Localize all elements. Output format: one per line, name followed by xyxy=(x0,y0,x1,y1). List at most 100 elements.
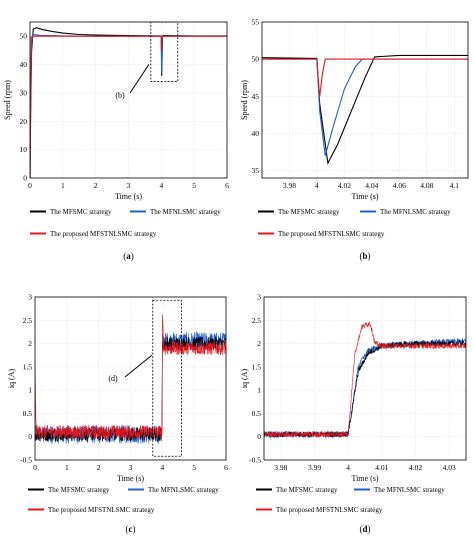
x-tick-label: 4.04 xyxy=(365,181,378,190)
x-tick-label: 0 xyxy=(33,463,37,472)
y-tick-label: 20 xyxy=(20,117,28,126)
y-tick-label: 45 xyxy=(252,92,260,101)
y-tick-label: 1.5 xyxy=(23,362,33,371)
zoom-box xyxy=(152,299,182,457)
panel-caption: (b) xyxy=(359,251,370,261)
y-tick-label: 3 xyxy=(257,293,261,302)
series-line-proposed xyxy=(264,321,466,438)
y-tick-label: 55 xyxy=(252,18,260,27)
x-tick-label: 4.1 xyxy=(450,181,460,190)
legend-label: The proposed MFSTNLSMC strategy xyxy=(276,506,383,514)
panel-caption: (a) xyxy=(123,251,134,261)
panel-d: 3.98 3.99 4 4.01 4.02 4.03 -0.5 0 0.5 1 1.5 2 2.5 3 Ti… xyxy=(240,293,467,534)
series-group xyxy=(264,321,466,439)
zoom-arrow xyxy=(124,354,153,378)
zoom-annotation-label: (d) xyxy=(108,374,118,383)
x-tick-label: 3 xyxy=(129,463,133,472)
x-axis-label: Time (s) xyxy=(117,474,144,483)
x-tick-label: 1 xyxy=(65,463,69,472)
x-tick-label: 3 xyxy=(127,181,131,190)
panel-caption: (c) xyxy=(126,524,136,534)
x-tick-label: 3.99 xyxy=(308,463,321,472)
series-line-mfsmc xyxy=(262,54,468,165)
zoom-box xyxy=(150,21,179,82)
x-tick-label: 5 xyxy=(192,181,196,190)
y-axis-label: Speed (rpm) xyxy=(240,80,249,120)
y-tick-label: 0.5 xyxy=(252,409,262,418)
y-tick-label: 40 xyxy=(20,60,28,69)
x-axis-label: Time (s) xyxy=(351,192,378,201)
x-tick-label: 4 xyxy=(346,463,350,472)
y-tick-label: -0.5 xyxy=(249,456,261,465)
legend-label: The MFSMC strategy xyxy=(278,208,340,216)
y-axis-label: Speed (rpm) xyxy=(3,80,12,120)
y-tick-label: 2 xyxy=(28,339,32,348)
series-group xyxy=(30,27,227,178)
y-axis-label: iq (A) xyxy=(7,369,16,389)
legend-label: The MFNLSMC strategy xyxy=(148,486,219,494)
legend-label: The proposed MFSTNLSMC strategy xyxy=(48,506,155,514)
series-line-mfnlsmc xyxy=(262,58,468,156)
x-tick-label: 4.02 xyxy=(409,463,422,472)
x-tick-label: 4.08 xyxy=(420,181,433,190)
y-tick-label: 50 xyxy=(20,32,28,41)
x-tick-label: 6 xyxy=(225,181,229,190)
panel-b: 3.98 4 4.02 4.04 4.06 4.08 4.1 35 40 45 50 55 Time (… xyxy=(240,18,469,261)
y-tick-label: 1.5 xyxy=(252,362,262,371)
x-tick-label: 5 xyxy=(192,463,196,472)
y-tick-label: 10 xyxy=(20,145,28,154)
legend-label: The MFNLSMC strategy xyxy=(380,208,451,216)
legend-label: The MFNLSMC strategy xyxy=(150,208,221,216)
y-tick-label: 3 xyxy=(28,293,32,302)
x-tick-label: 3.98 xyxy=(283,181,296,190)
x-tick-label: 4 xyxy=(315,181,319,190)
x-tick-label: 1 xyxy=(61,181,65,190)
x-tick-label: 4 xyxy=(160,463,164,472)
x-tick-label: 2 xyxy=(97,463,101,472)
series-line-mfnlsmc xyxy=(264,338,466,439)
legend-label: The MFSMC strategy xyxy=(48,486,110,494)
plot-frame xyxy=(34,296,227,461)
x-tick-label: 4.03 xyxy=(443,463,456,472)
series-line-proposed xyxy=(30,35,227,178)
series-group xyxy=(262,54,468,165)
x-tick-label: 6 xyxy=(224,463,228,472)
y-tick-label: 2 xyxy=(257,339,261,348)
x-tick-label: 0 xyxy=(28,181,32,190)
series-group xyxy=(35,314,226,444)
legend-label: The MFSMC strategy xyxy=(276,486,338,494)
x-tick-label: 4.06 xyxy=(393,181,406,190)
y-tick-label: 30 xyxy=(20,88,28,97)
plot-frame xyxy=(263,296,467,461)
y-tick-label: 35 xyxy=(252,166,260,175)
series-line-proposed xyxy=(262,58,468,97)
zoom-arrow xyxy=(129,64,150,94)
y-tick-label: 0 xyxy=(23,174,27,183)
y-tick-label: 1 xyxy=(28,386,32,395)
legend-label: The MFNLSMC strategy xyxy=(374,486,445,494)
x-axis-label: Time (s) xyxy=(351,474,378,483)
x-tick-label: 4 xyxy=(159,181,163,190)
x-tick-label: 3.98 xyxy=(274,463,287,472)
panel-caption: (d) xyxy=(359,524,370,534)
panel-a: 0 1 2 3 4 5 6 0 10 20 30 40 50 Time (s) Speed (rpm) (b)… xyxy=(3,21,229,261)
y-tick-label: 0 xyxy=(28,432,32,441)
series-line-proposed xyxy=(35,314,226,440)
y-tick-label: 2.5 xyxy=(252,316,262,325)
y-tick-label: 1 xyxy=(257,386,261,395)
y-tick-label: 40 xyxy=(252,129,260,138)
x-tick-label: 4.01 xyxy=(375,463,388,472)
plot-frame xyxy=(261,21,469,179)
legend-label: The proposed MFSTNLSMC strategy xyxy=(50,230,157,238)
y-tick-label: 50 xyxy=(252,55,260,64)
y-tick-label: 2.5 xyxy=(23,316,33,325)
series-line-mfnlsmc xyxy=(30,33,227,178)
x-axis-label: Time (s) xyxy=(115,192,142,201)
plot-frame xyxy=(29,21,228,179)
y-tick-label: 0.5 xyxy=(23,409,33,418)
zoom-annotation-label: (b) xyxy=(115,91,125,100)
y-tick-label: 0 xyxy=(257,432,261,441)
y-axis-label: iq (A) xyxy=(240,369,249,389)
